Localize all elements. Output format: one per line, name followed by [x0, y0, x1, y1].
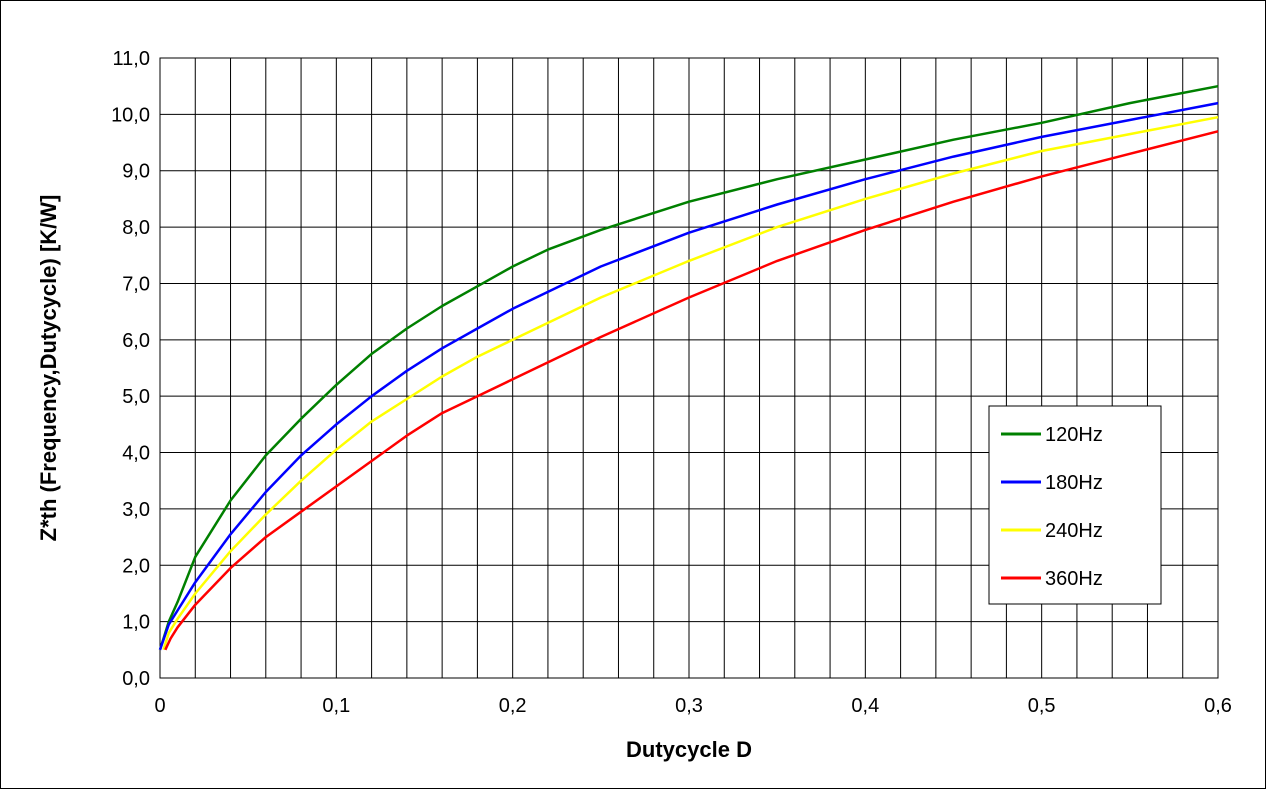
y-tick-label: 10,0	[111, 104, 150, 126]
series-line-180hz	[158, 101, 1219, 651]
legend-label-180hz: 180Hz	[1045, 472, 1103, 494]
plot-border	[159, 57, 1219, 679]
x-tick-label: 0,2	[499, 695, 527, 717]
series-lines	[158, 84, 1219, 651]
series-line-120hz	[158, 84, 1219, 651]
y-tick-labels: 0,0 1,0 2,0 3,0 4,0 5,0 6,0 7,0 8,0 9,0 10,0 11,0	[111, 48, 150, 690]
x-tick-label: 0	[154, 695, 165, 717]
y-axis-title: Z*th (Frequency,Dutycycle) [K/W]	[36, 195, 61, 542]
legend-label-240hz: 240Hz	[1045, 520, 1103, 542]
y-tick-label: 11,0	[113, 48, 150, 70]
x-tick-label: 0,6	[1204, 695, 1232, 717]
series-line-360hz	[164, 130, 1219, 651]
y-tick-label: 4,0	[122, 443, 150, 465]
grid	[160, 58, 1218, 678]
y-tick-label: 6,0	[122, 330, 150, 352]
x-tick-labels: 0 0,1 0,2 0,3 0,4 0,5 0,6	[154, 695, 1231, 717]
legend-box	[988, 405, 1162, 605]
x-axis-title: Dutycycle D	[626, 737, 752, 762]
y-tick-label: 3,0	[122, 499, 150, 521]
y-tick-label: 2,0	[122, 555, 150, 577]
y-tick-label: 5,0	[122, 386, 150, 408]
legend-label-120hz: 120Hz	[1045, 424, 1103, 446]
series-line-240hz	[162, 115, 1219, 651]
y-tick-label: 9,0	[122, 161, 150, 183]
y-tick-label: 0,0	[122, 668, 150, 690]
x-tick-label: 0,1	[322, 695, 350, 717]
x-tick-label: 0,3	[675, 695, 703, 717]
y-tick-label: 7,0	[122, 273, 150, 295]
legend-label-360hz: 360Hz	[1045, 568, 1103, 590]
x-tick-label: 0,4	[851, 695, 879, 717]
y-tick-label: 8,0	[122, 217, 150, 239]
legend: 120Hz 180Hz 240Hz 360Hz	[988, 405, 1162, 605]
y-tick-label: 1,0	[122, 612, 150, 634]
x-tick-label: 0,5	[1028, 695, 1056, 717]
